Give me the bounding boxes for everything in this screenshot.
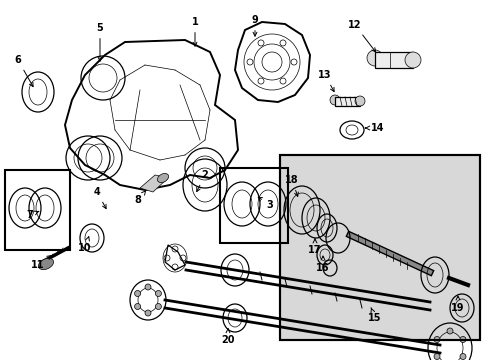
Text: 9: 9 — [251, 15, 258, 36]
Circle shape — [459, 337, 465, 342]
Bar — [5, 170, 70, 250]
Text: 19: 19 — [450, 296, 464, 313]
Text: 20: 20 — [221, 329, 234, 345]
Circle shape — [155, 291, 161, 297]
Text: 13: 13 — [318, 70, 333, 91]
Polygon shape — [140, 175, 168, 192]
Ellipse shape — [157, 174, 168, 183]
Circle shape — [145, 310, 151, 316]
Circle shape — [446, 328, 452, 334]
Text: 17: 17 — [307, 239, 321, 255]
Bar — [280, 155, 479, 340]
Text: 5: 5 — [97, 23, 103, 61]
Ellipse shape — [39, 258, 54, 270]
Text: 14: 14 — [365, 123, 384, 133]
Circle shape — [433, 354, 439, 360]
Circle shape — [155, 303, 161, 310]
Ellipse shape — [366, 50, 382, 66]
Circle shape — [145, 284, 151, 290]
Circle shape — [134, 291, 141, 297]
Bar — [334, 97, 359, 106]
Bar — [374, 52, 412, 68]
Text: 4: 4 — [93, 187, 106, 208]
Bar — [220, 168, 287, 243]
Text: 15: 15 — [367, 308, 381, 323]
Circle shape — [433, 337, 439, 342]
Text: 8: 8 — [134, 190, 146, 205]
Text: 11: 11 — [31, 256, 51, 270]
Text: 10: 10 — [78, 237, 92, 253]
Bar — [220, 168, 287, 243]
Text: 3: 3 — [258, 197, 273, 210]
Text: 6: 6 — [15, 55, 33, 87]
Text: 18: 18 — [285, 175, 298, 196]
Ellipse shape — [404, 52, 420, 68]
Ellipse shape — [329, 95, 339, 105]
Bar — [5, 170, 70, 250]
Circle shape — [134, 303, 141, 310]
Ellipse shape — [354, 96, 364, 106]
Text: 16: 16 — [316, 256, 329, 273]
Bar — [280, 155, 479, 340]
Text: 12: 12 — [347, 20, 375, 52]
Text: 1: 1 — [191, 17, 198, 46]
Text: 2: 2 — [196, 170, 208, 192]
Text: 7: 7 — [26, 210, 39, 220]
Circle shape — [459, 354, 465, 360]
